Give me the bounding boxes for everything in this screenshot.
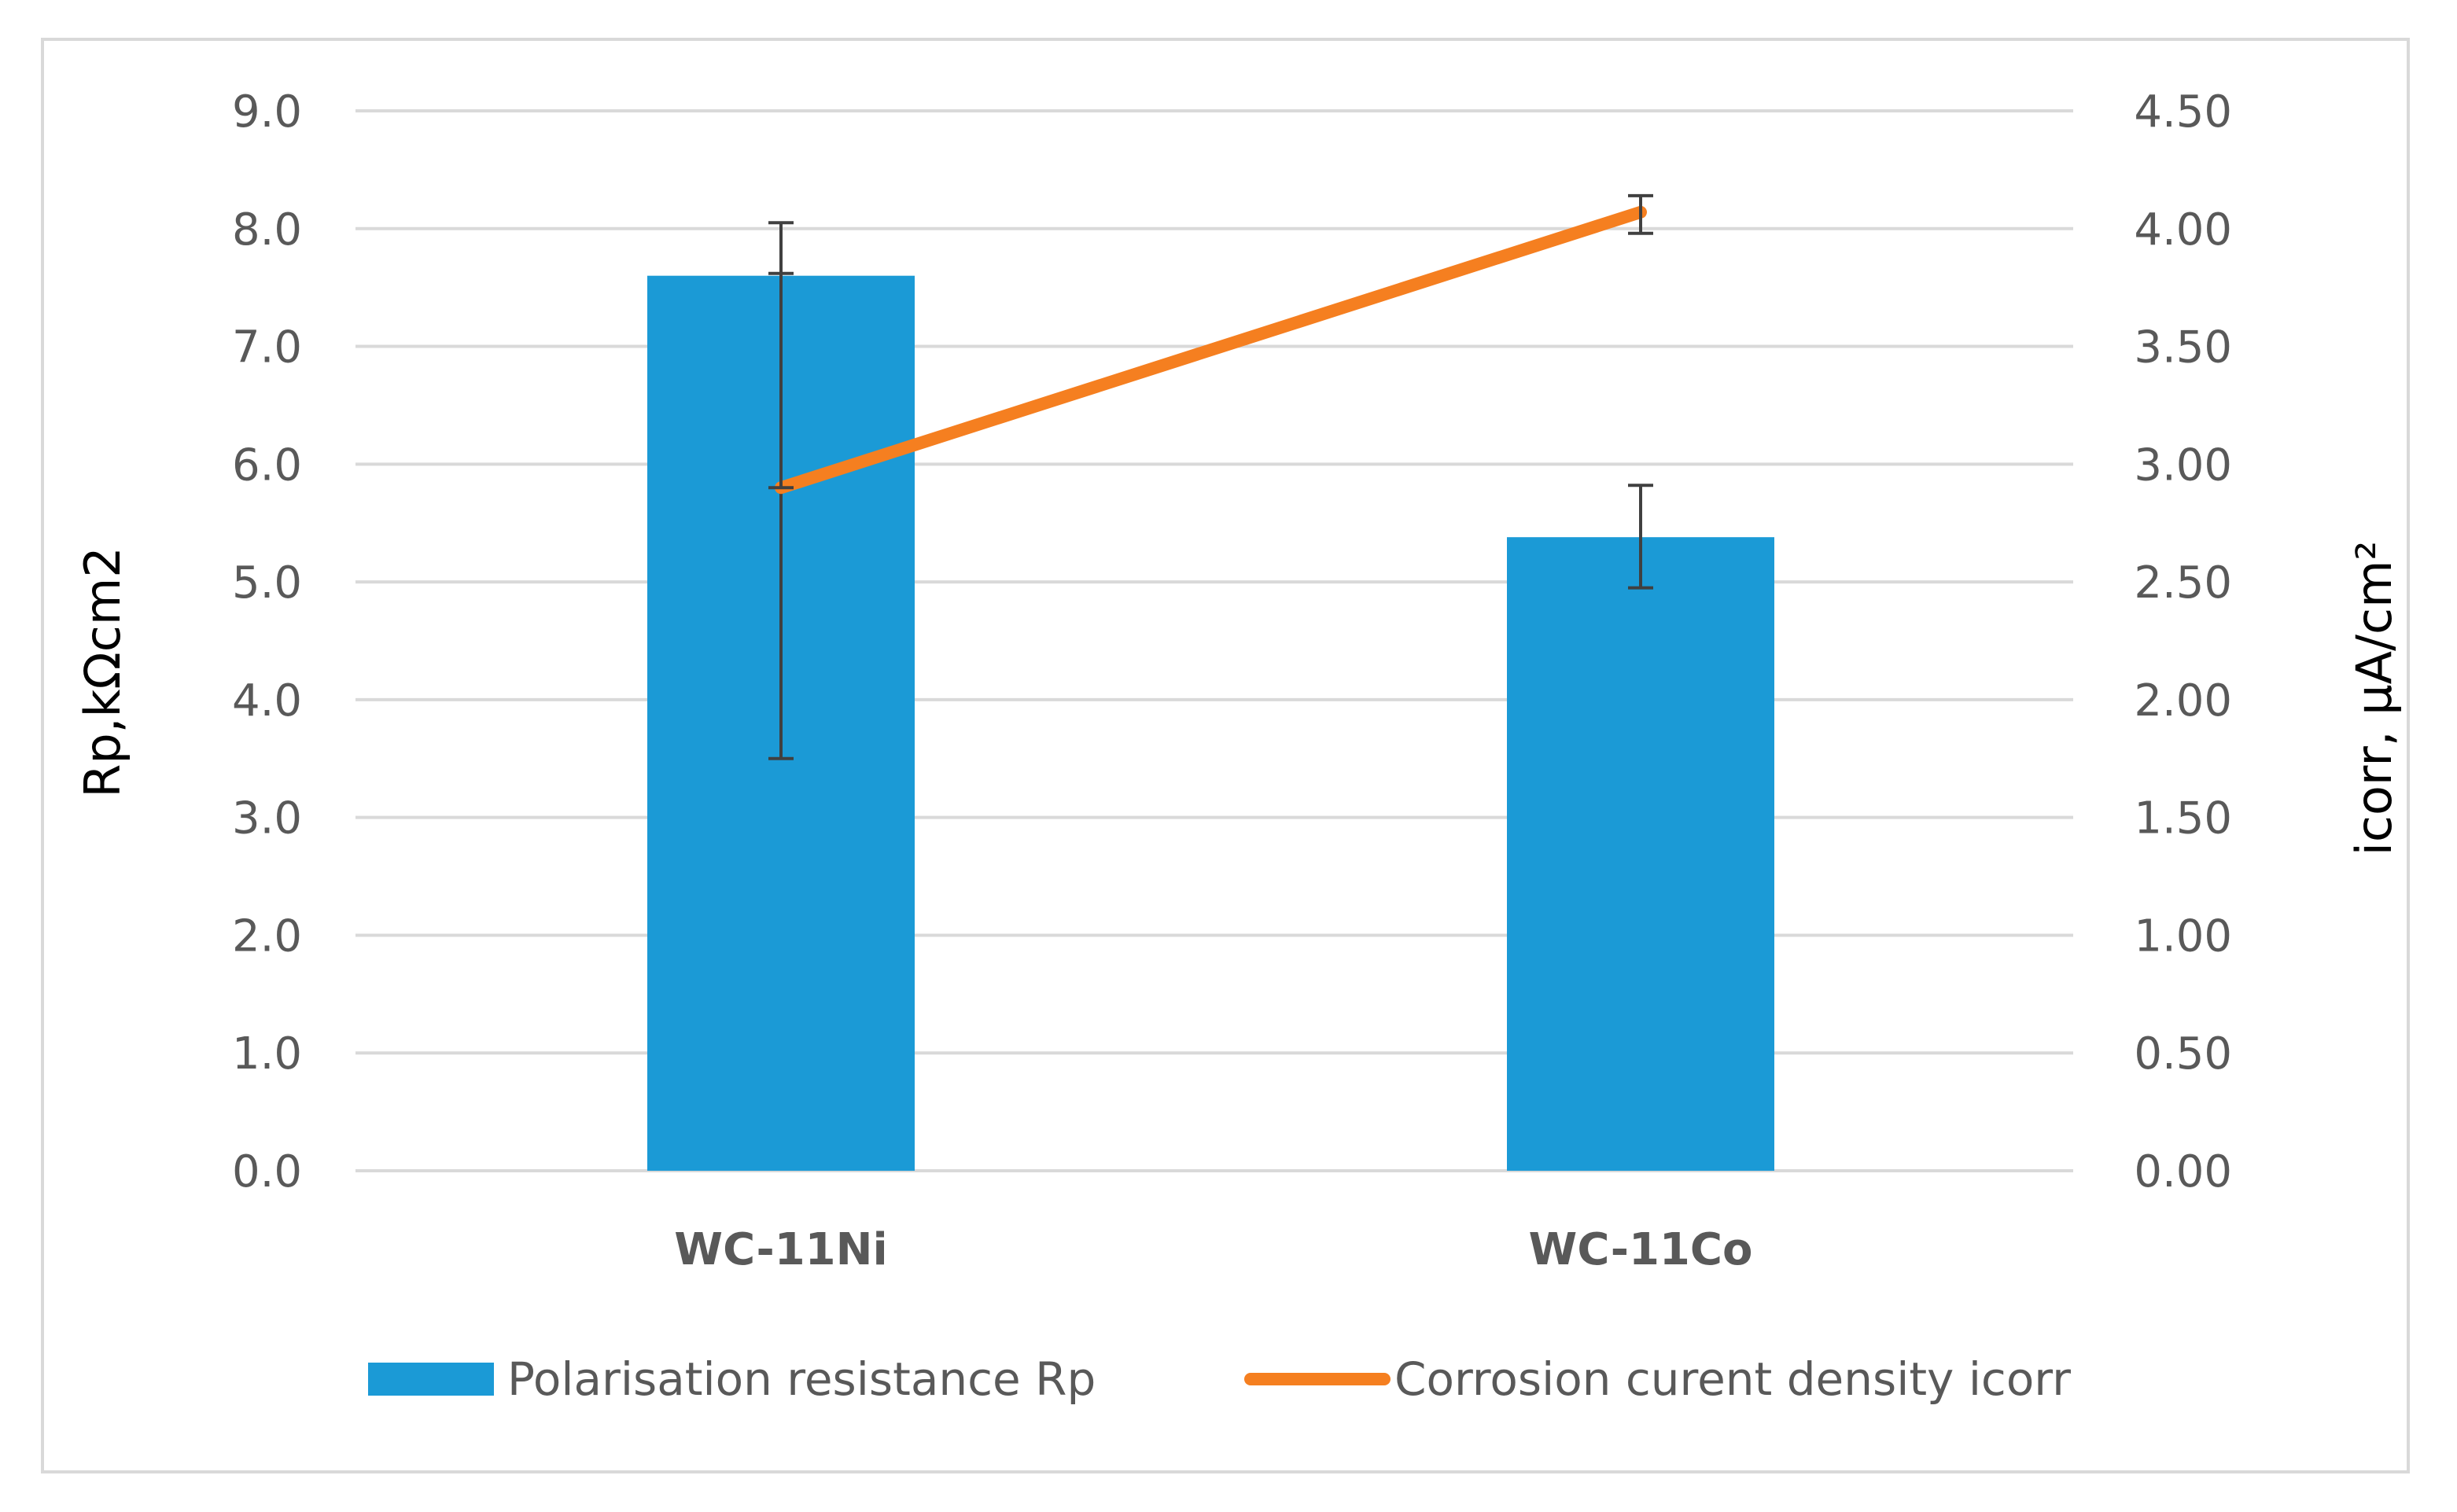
y-tick-label: 8.0 [232, 204, 302, 256]
gridlines [355, 109, 2073, 1172]
legend-label-bar: Polarisation resistance Rp [507, 1352, 1096, 1406]
line-error-bars [768, 193, 1653, 490]
chart-frame [41, 38, 2410, 1473]
right-axis-ticks: 0.00 0.50 1.00 1.50 2.00 2.50 3.00 3.50 4.00 4.50 [2134, 86, 2232, 1197]
series-line [775, 205, 1647, 495]
y-tick-label: 2.0 [232, 911, 302, 962]
y-tick-label: 4.0 [232, 675, 302, 727]
y2-tick-label: 0.50 [2134, 1028, 2232, 1080]
y2-tick-label: 4.00 [2134, 204, 2232, 256]
bar-series [647, 275, 1774, 1171]
y2-tick-label: 2.00 [2134, 675, 2232, 727]
y2-tick-label: 2.50 [2134, 557, 2232, 609]
y-tick-label: 3.0 [232, 793, 302, 844]
category-label: WC-11Ni [674, 1224, 887, 1275]
category-labels: WC-11Ni WC-11Co [674, 1224, 1752, 1275]
y2-tick-label: 1.50 [2134, 793, 2232, 844]
y-tick-label: 5.0 [232, 557, 302, 609]
y-tick-label: 1.0 [232, 1028, 302, 1080]
y-axis-title: Rp,kΩcm2 [74, 546, 131, 797]
left-axis-ticks: 0.0 1.0 2.0 3.0 4.0 5.0 6.0 7.0 8.0 9.0 [232, 86, 302, 1197]
legend: Polarisation resistance Rp Corrosion cur… [368, 1352, 2071, 1406]
y2-tick-label: 4.50 [2134, 86, 2232, 138]
y2-tick-label: 0.00 [2134, 1146, 2232, 1197]
y-tick-label: 0.0 [232, 1146, 302, 1197]
y-tick-label: 6.0 [232, 440, 302, 491]
y2-tick-label: 3.50 [2134, 322, 2232, 373]
category-label: WC-11Co [1529, 1224, 1753, 1275]
y2-tick-label: 1.00 [2134, 911, 2232, 962]
y-tick-label: 9.0 [232, 86, 302, 138]
legend-label-line: Corrosion curent density icorr [1394, 1352, 2071, 1406]
y2-axis-title: icorr, µA/cm² [2345, 541, 2403, 856]
y2-tick-label: 3.00 [2134, 440, 2232, 491]
bar [1507, 537, 1774, 1171]
line-series [775, 205, 1647, 495]
legend-swatch-bar [368, 1363, 494, 1396]
y-tick-label: 7.0 [232, 322, 302, 373]
